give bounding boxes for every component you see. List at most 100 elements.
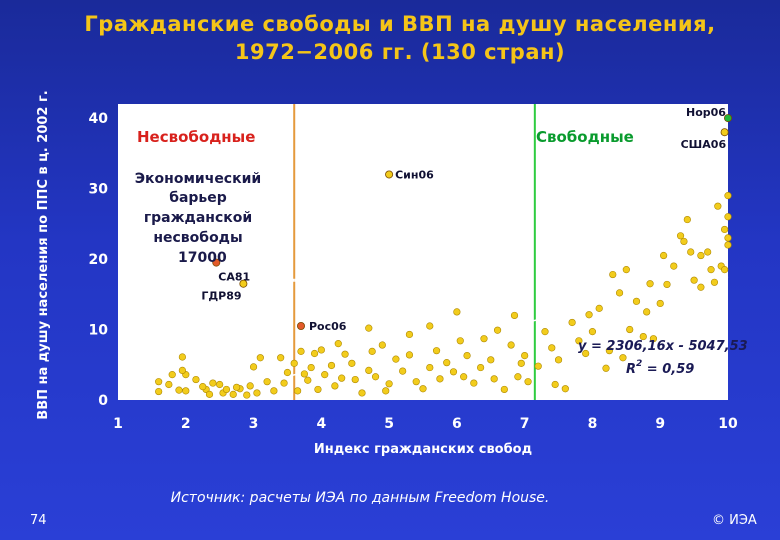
data-point bbox=[541, 328, 549, 336]
data-point bbox=[385, 380, 393, 388]
data-point bbox=[294, 387, 302, 395]
data-point bbox=[680, 237, 688, 246]
data-point bbox=[341, 350, 349, 358]
region-label-unfree: Несвободные bbox=[137, 128, 255, 146]
data-point bbox=[588, 328, 597, 336]
data-point bbox=[493, 326, 502, 334]
labeled-data-point bbox=[724, 114, 733, 123]
data-point bbox=[209, 379, 217, 387]
data-point bbox=[334, 340, 342, 348]
data-point bbox=[233, 383, 241, 391]
x-tick-label: 6 bbox=[452, 416, 462, 432]
y-tick-label: 20 bbox=[89, 252, 109, 268]
data-point bbox=[724, 213, 732, 221]
data-point bbox=[568, 318, 576, 327]
labeled-data-point bbox=[296, 321, 305, 330]
data-point bbox=[609, 270, 617, 279]
point-label: США06 bbox=[681, 138, 727, 151]
data-point bbox=[168, 371, 176, 379]
data-point bbox=[216, 380, 224, 389]
data-point bbox=[619, 354, 627, 362]
data-point bbox=[365, 324, 373, 332]
data-point bbox=[548, 344, 556, 352]
data-point bbox=[205, 390, 214, 398]
data-point bbox=[399, 367, 407, 375]
data-point bbox=[368, 347, 376, 355]
source-note: Источник: расчеты ИЭА по данным Freedom … bbox=[170, 490, 550, 506]
data-point bbox=[582, 349, 590, 358]
data-point bbox=[704, 248, 712, 256]
copyright: © ИЭА bbox=[712, 513, 757, 528]
x-tick-label: 8 bbox=[588, 416, 598, 432]
data-point bbox=[419, 385, 427, 393]
data-point bbox=[507, 341, 515, 349]
data-point bbox=[639, 332, 647, 341]
barrier-text-line-4: несвободы bbox=[153, 230, 242, 246]
data-point bbox=[605, 347, 613, 355]
data-point bbox=[283, 368, 292, 377]
x-tick-label: 9 bbox=[655, 416, 665, 432]
title-line-1: Гражданские свободы и ВВП на душу населе… bbox=[84, 12, 716, 36]
data-point bbox=[585, 311, 593, 319]
data-point bbox=[165, 380, 173, 389]
data-point bbox=[687, 248, 695, 256]
data-point bbox=[683, 215, 691, 224]
data-point bbox=[338, 374, 346, 382]
data-point bbox=[517, 359, 525, 367]
region-label-free: Свободные bbox=[536, 128, 634, 146]
data-point bbox=[405, 351, 414, 359]
data-point bbox=[178, 353, 186, 361]
data-point bbox=[280, 379, 288, 387]
data-point bbox=[534, 362, 542, 370]
data-point bbox=[470, 379, 478, 387]
x-tick-label: 4 bbox=[316, 416, 326, 432]
data-point bbox=[697, 251, 705, 260]
data-point bbox=[707, 266, 715, 274]
data-point bbox=[229, 390, 237, 398]
data-point bbox=[602, 364, 610, 372]
data-point bbox=[348, 359, 356, 367]
data-point bbox=[432, 347, 441, 355]
data-point bbox=[382, 387, 390, 395]
data-point bbox=[155, 387, 163, 396]
data-point bbox=[297, 347, 305, 355]
x-tick-label: 7 bbox=[520, 416, 530, 432]
data-point bbox=[453, 308, 461, 316]
data-point bbox=[521, 352, 529, 360]
data-point bbox=[317, 346, 325, 354]
slide-number: 74 bbox=[30, 513, 47, 528]
data-point bbox=[561, 385, 569, 393]
y-axis-label: ВВП на душу населения по ППС в ц. 2002 г… bbox=[36, 90, 51, 419]
barrier-text-line-3: гражданской bbox=[144, 210, 252, 226]
point-label: Син06 bbox=[395, 168, 434, 181]
point-label: Рос06 bbox=[309, 320, 347, 333]
point-label: ГДР89 bbox=[201, 290, 241, 303]
data-point bbox=[263, 378, 271, 386]
data-point bbox=[182, 387, 190, 395]
data-point bbox=[724, 192, 732, 200]
data-point bbox=[321, 371, 329, 379]
data-point bbox=[443, 359, 451, 367]
data-point bbox=[405, 330, 414, 339]
labeled-data-point bbox=[239, 279, 248, 288]
data-point bbox=[660, 251, 668, 260]
data-point bbox=[456, 337, 464, 345]
data-point bbox=[622, 266, 630, 274]
data-point bbox=[412, 378, 420, 386]
data-point bbox=[426, 363, 434, 372]
data-point bbox=[304, 376, 312, 384]
data-point bbox=[510, 311, 519, 320]
trend-equation: y = 2306,16x - 5047,53 bbox=[578, 339, 748, 354]
labeled-data-point bbox=[385, 170, 394, 179]
data-point bbox=[714, 202, 722, 210]
data-point bbox=[487, 356, 495, 364]
data-point bbox=[327, 361, 336, 370]
data-point bbox=[192, 375, 200, 384]
data-point bbox=[676, 232, 685, 240]
data-point bbox=[371, 373, 380, 381]
x-tick-label: 1 bbox=[113, 416, 123, 432]
x-axis-label: Индекс гражданских свобод bbox=[314, 442, 532, 457]
plot-area bbox=[118, 104, 728, 400]
data-point bbox=[290, 359, 298, 367]
